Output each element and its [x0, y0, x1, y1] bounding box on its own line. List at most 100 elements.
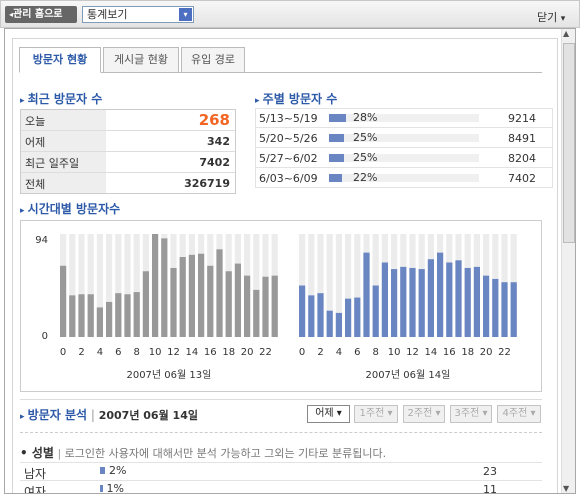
bar-background	[317, 234, 324, 337]
button-label: 2주전	[407, 408, 433, 419]
content: 최근 방문자 수 주별 방문자 수 시간대별 방문자수 0 94 0 2 4 6 8 10 12…	[0, 0, 561, 493]
weekly-range: 6/03~6/09	[259, 172, 318, 185]
bar	[170, 267, 177, 337]
bar	[188, 254, 195, 337]
recent-label: 최근 일주일	[25, 157, 80, 170]
row-line	[21, 130, 235, 131]
weekly-track	[329, 134, 479, 142]
weekly-bar	[329, 174, 343, 182]
x-tick-label: 2	[78, 347, 84, 358]
x-tick-label: 8	[373, 347, 379, 358]
bar	[60, 265, 67, 337]
bar-background	[253, 234, 260, 337]
recent-title: 최근 방문자 수	[20, 90, 103, 107]
bar	[234, 263, 241, 337]
compare-button[interactable]: 2주전 ▾	[403, 405, 445, 423]
scrollbar[interactable]: ▲ ▼	[561, 29, 575, 493]
bar-background	[308, 234, 315, 337]
button-label: 1주전	[359, 408, 385, 419]
gender-row-line	[20, 462, 542, 463]
bar	[262, 276, 269, 337]
recent-value: 268	[198, 111, 230, 129]
bar	[427, 259, 434, 337]
weekly-count: 8204	[508, 152, 536, 165]
bar	[437, 252, 444, 337]
bar	[152, 234, 159, 337]
bar	[271, 275, 278, 337]
bar-background	[115, 234, 122, 337]
weekly-range: 5/13~5/19	[259, 112, 318, 125]
separator	[20, 399, 542, 400]
view-select[interactable]: 통계보기 ▾	[82, 6, 194, 23]
gender-row-line	[20, 480, 542, 481]
bar	[381, 262, 388, 337]
gender-label: 여자	[24, 485, 47, 493]
bar-background	[124, 234, 131, 337]
bar	[142, 271, 149, 337]
select-arrow: ▾	[179, 8, 192, 21]
x-tick-label: 6	[115, 347, 121, 358]
weekly-row	[255, 128, 553, 148]
bar	[409, 267, 416, 337]
bar-background	[133, 234, 140, 337]
dashed-line	[20, 432, 542, 433]
bar	[87, 294, 94, 337]
row-line	[21, 172, 235, 173]
bar	[124, 294, 131, 337]
bar	[391, 269, 398, 337]
panel	[12, 38, 558, 493]
hourly-chart: 0 94 0 2 4 6 8 10 12 14 16 18 20 22 2007년 06월 13일 0 2 4 6 8…	[20, 220, 542, 392]
x-tick-label: 16	[443, 347, 456, 358]
gender-bar	[100, 467, 105, 474]
x-tick-label: 6	[354, 347, 360, 358]
gender-count: 11	[483, 483, 497, 493]
compare-button[interactable]: 어제 ▾	[307, 405, 350, 423]
chart-date: 2007년 06월 14일	[365, 369, 450, 381]
recent-value: 342	[207, 135, 230, 148]
scroll-down[interactable]: ▼	[563, 484, 570, 493]
x-tick-label: 14	[425, 347, 438, 358]
compare-button[interactable]: 1주전 ▾	[354, 405, 398, 423]
weekly-percent: 25%	[353, 131, 378, 144]
recent-value: 326719	[184, 177, 230, 190]
x-tick-label: 20	[480, 347, 493, 358]
button-label: 3주전	[454, 408, 480, 419]
compare-button[interactable]: 3주전 ▾	[450, 405, 492, 423]
tab[interactable]: 게시글 현황	[103, 47, 179, 73]
weekly-percent: 22%	[353, 171, 378, 184]
x-tick-label: 14	[186, 347, 199, 358]
gender-label: 남자	[24, 467, 47, 481]
bar	[372, 285, 379, 337]
scroll-up[interactable]: ▲	[563, 29, 570, 38]
analysis-heading: 방문자 분석 | 2007년 06월 14일	[20, 406, 198, 423]
x-tick-label: 10	[149, 347, 162, 358]
bar	[133, 292, 140, 337]
tab-line	[19, 72, 542, 73]
gender-percent: 2%	[109, 464, 127, 477]
bar	[510, 282, 517, 337]
tab[interactable]: 유입 경로	[181, 47, 245, 73]
weekly-percent: 28%	[353, 111, 378, 124]
tab[interactable]: 방문자 현황	[19, 47, 101, 73]
bar	[473, 266, 480, 337]
bar	[96, 307, 103, 337]
bar	[400, 266, 407, 337]
analysis-title: 방문자 분석	[20, 408, 87, 422]
bar	[455, 260, 462, 337]
bar-background	[326, 234, 333, 337]
bar	[335, 312, 342, 337]
row-line	[21, 151, 235, 152]
bar-background	[335, 234, 342, 337]
compare-button[interactable]: 4주전 ▾	[497, 405, 541, 423]
weekly-percent: 25%	[353, 151, 378, 164]
recent-label: 전체	[25, 178, 46, 191]
back-button[interactable]: ◂관리 홈으로	[5, 6, 77, 23]
select-label: 통계보기	[87, 8, 128, 21]
bar	[78, 294, 85, 337]
x-tick-label: 18	[222, 347, 235, 358]
bar	[115, 293, 122, 337]
x-tick-label: 22	[498, 347, 511, 358]
close-button[interactable]: 닫기 ▾	[537, 11, 566, 24]
scroll-thumb[interactable]	[563, 43, 575, 243]
